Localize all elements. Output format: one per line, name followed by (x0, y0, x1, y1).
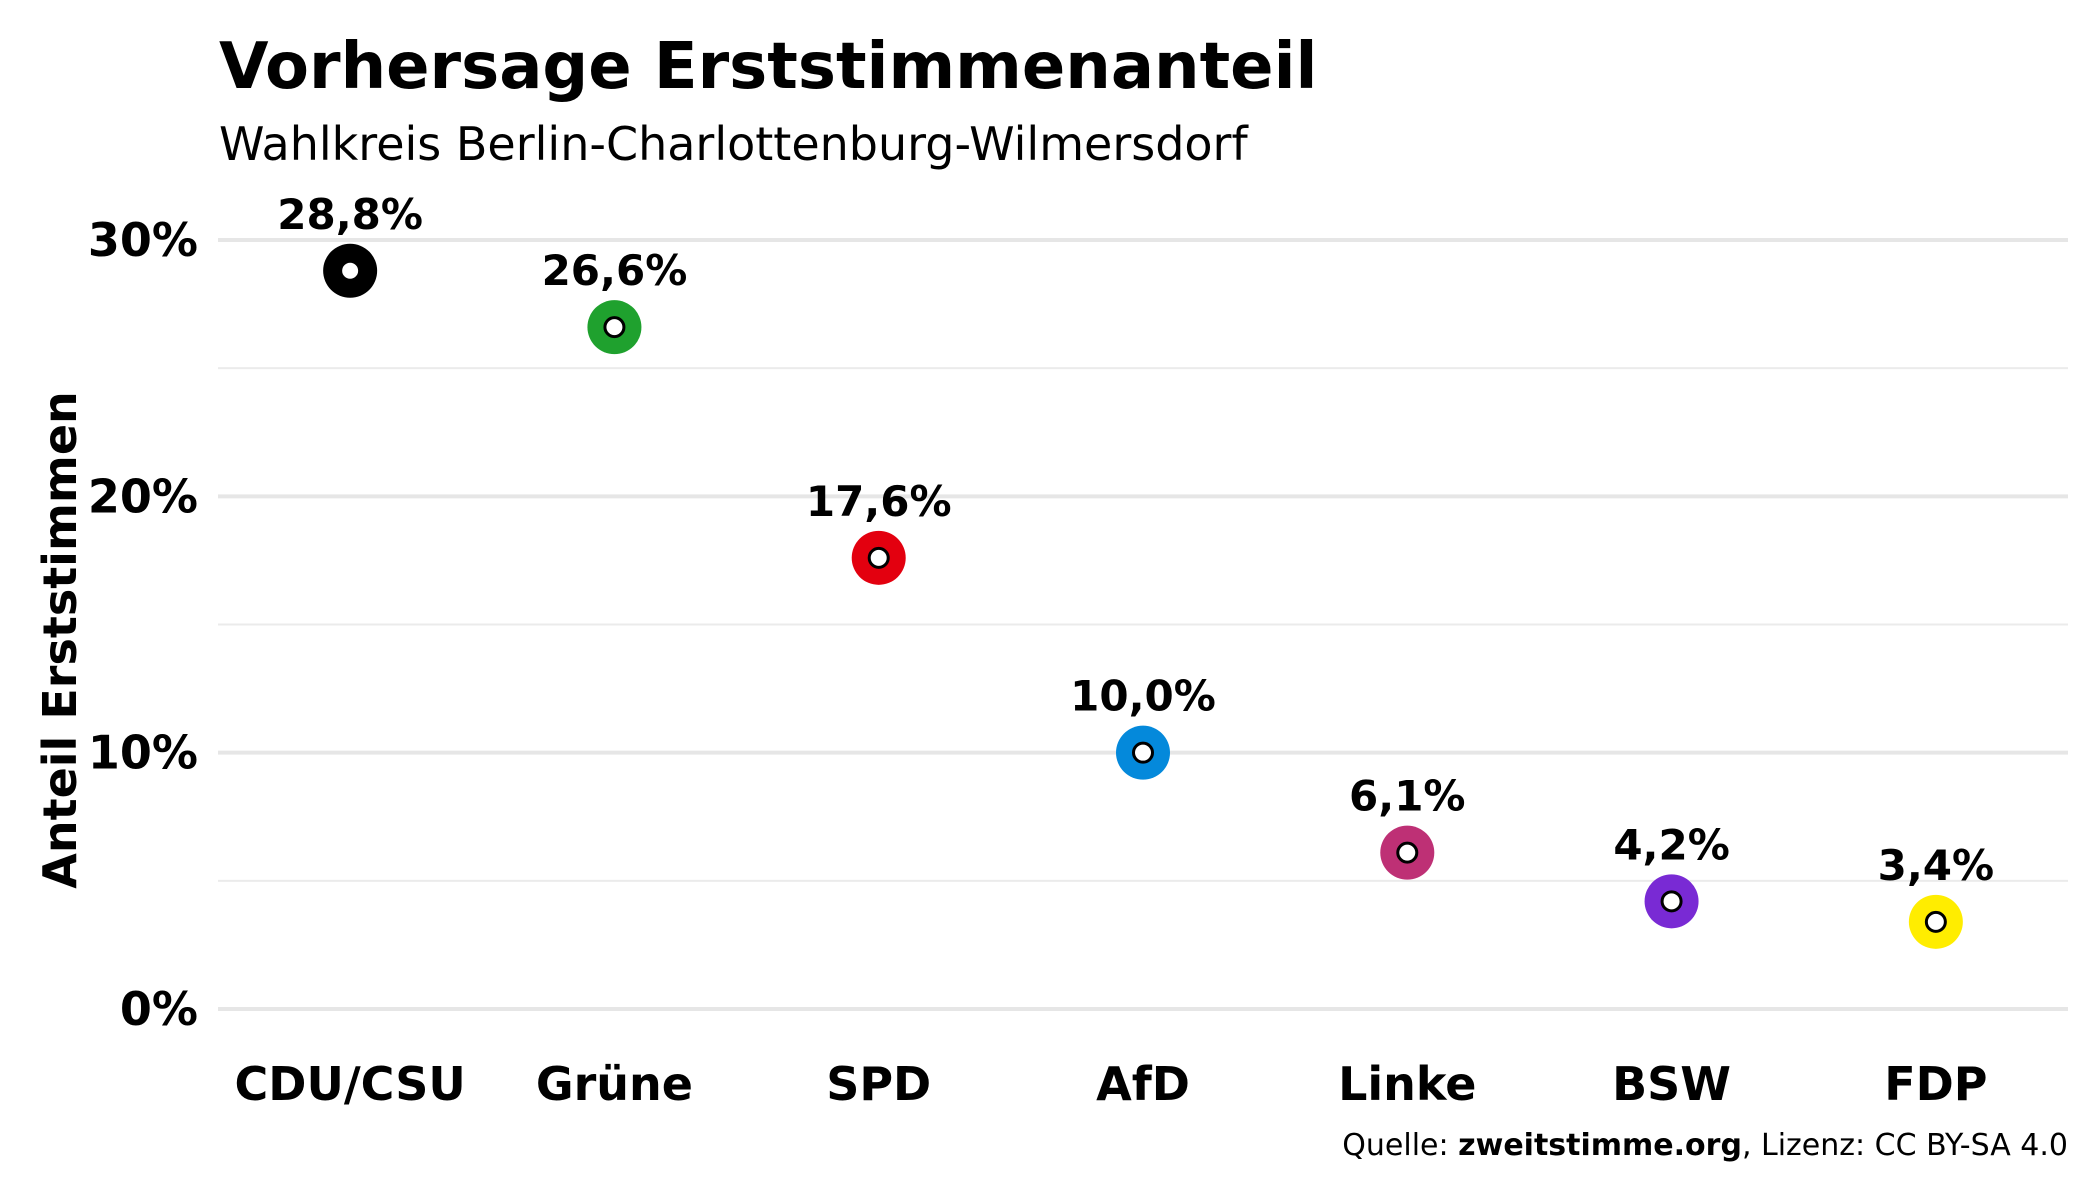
data-point: 26,6% (542, 246, 688, 355)
caption-source: zweitstimme.org (1458, 1128, 1742, 1163)
x-tick-label: AfD (1096, 1057, 1190, 1111)
y-tick-label: 10% (88, 726, 198, 780)
data-point: 10,0% (1070, 672, 1216, 780)
chart-title: Vorhersage Erststimmenanteil (219, 30, 1317, 104)
y-axis-ticks: 0% 10% 20% 30% (88, 213, 198, 1036)
point-marker-inner (867, 546, 890, 569)
chart-subtitle: Wahlkreis Berlin-Charlottenburg-Wilmersd… (219, 117, 1249, 171)
x-tick-label: Linke (1338, 1057, 1476, 1111)
point-marker-inner (603, 316, 626, 339)
data-label: 6,1% (1349, 772, 1465, 821)
data-points: 28,8% 26,6% 17,6% 10,0% 6,1% 4,2% 3,4% (277, 190, 1994, 949)
x-tick-label: BSW (1612, 1057, 1731, 1111)
data-label: 4,2% (1613, 820, 1729, 869)
x-tick-label: Grüne (536, 1057, 693, 1111)
point-marker-inner (1924, 910, 1947, 933)
data-label: 28,8% (277, 190, 423, 239)
point-marker-inner (1396, 841, 1419, 864)
y-tick-label: 20% (88, 469, 198, 523)
data-label: 26,6% (542, 246, 688, 295)
data-point: 17,6% (806, 477, 952, 585)
y-tick-label: 30% (88, 213, 198, 267)
gridlines (218, 238, 2068, 1011)
x-tick-label: SPD (826, 1057, 931, 1111)
x-tick-label: CDU/CSU (235, 1057, 466, 1111)
data-label: 3,4% (1878, 841, 1994, 890)
x-tick-label: FDP (1884, 1057, 1987, 1111)
data-label: 17,6% (806, 477, 952, 526)
caption-prefix: Quelle: (1342, 1128, 1458, 1163)
x-axis-ticks: CDU/CSU Grüne SPD AfD Linke BSW FDP (235, 1057, 1988, 1111)
data-label: 10,0% (1070, 672, 1216, 721)
source-caption: Quelle: zweitstimme.org, Lizenz: CC BY-S… (1342, 1128, 2068, 1163)
data-point: 6,1% (1349, 772, 1466, 880)
y-tick-label: 0% (120, 982, 198, 1036)
caption-license: , Lizenz: CC BY-SA 4.0 (1742, 1128, 2068, 1163)
data-point: 4,2% (1613, 820, 1730, 929)
data-point: 28,8% (277, 190, 423, 298)
point-marker-inner (339, 259, 362, 282)
y-axis-label: Anteil Erststimmen (33, 391, 87, 889)
point-marker-inner (1132, 741, 1154, 764)
point-marker-inner (1660, 890, 1683, 913)
data-point: 3,4% (1878, 841, 1994, 949)
